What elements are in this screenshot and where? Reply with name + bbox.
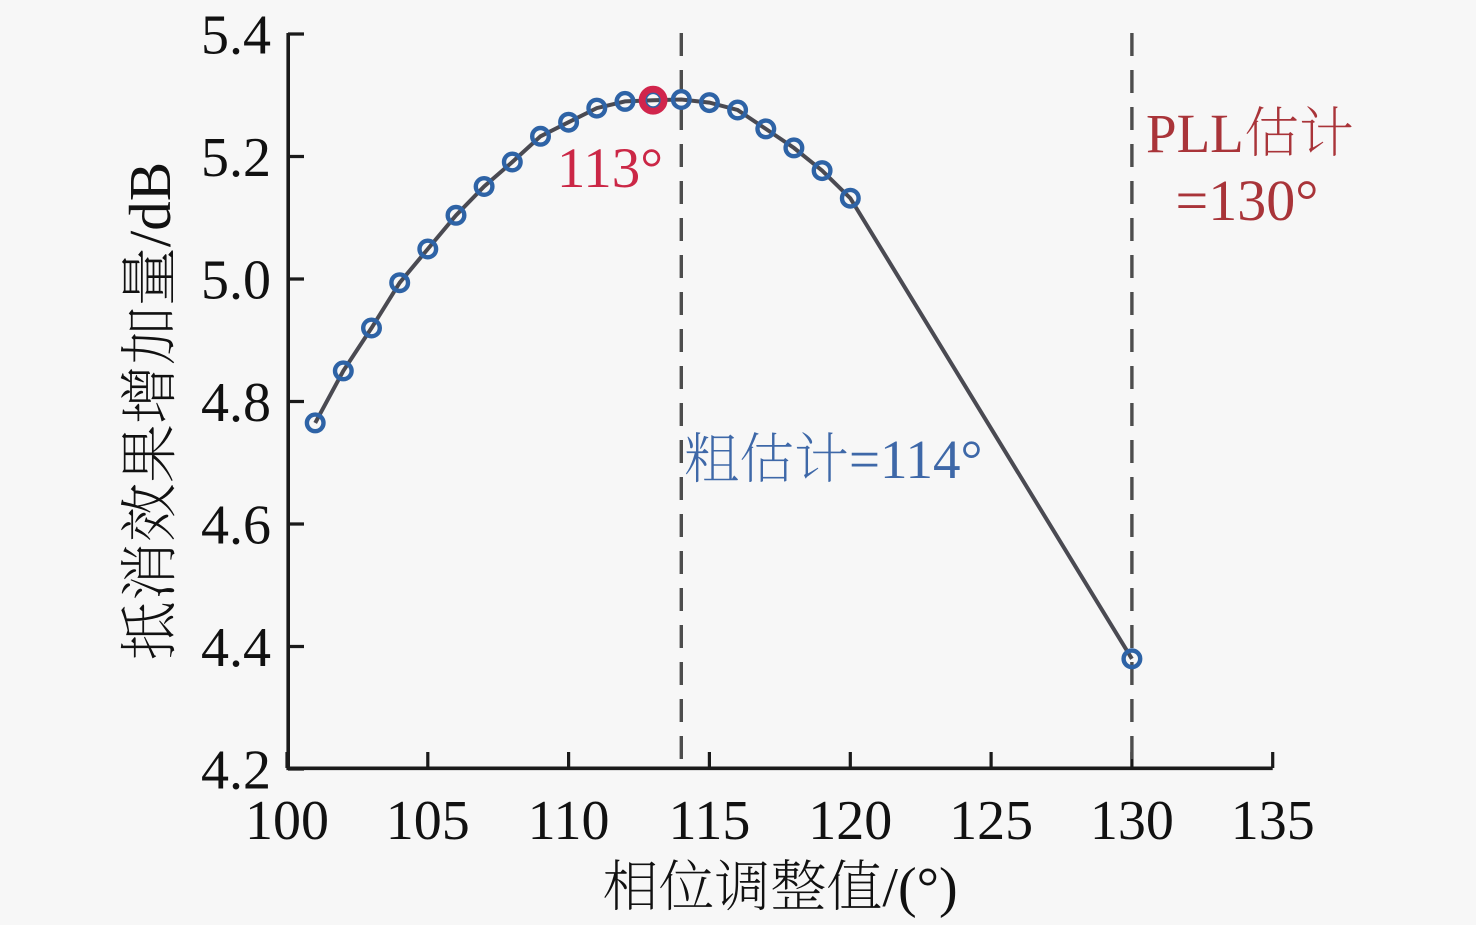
svg-text:130: 130 bbox=[1090, 790, 1174, 852]
svg-text:4.6: 4.6 bbox=[201, 495, 271, 557]
svg-text:105: 105 bbox=[386, 790, 470, 852]
svg-text:/dB: /dB bbox=[117, 162, 183, 247]
svg-text:=130°: =130° bbox=[1176, 168, 1319, 233]
svg-text:PLL: PLL bbox=[1146, 103, 1244, 164]
svg-text:5.4: 5.4 bbox=[201, 5, 271, 67]
svg-text:113°: 113° bbox=[557, 137, 663, 200]
svg-text:125: 125 bbox=[949, 790, 1033, 852]
svg-text:120: 120 bbox=[808, 790, 892, 852]
svg-text:100: 100 bbox=[245, 790, 329, 852]
svg-text:115: 115 bbox=[668, 790, 750, 852]
svg-text:110: 110 bbox=[528, 790, 610, 852]
svg-text:135: 135 bbox=[1231, 790, 1315, 852]
svg-text:/(°): /(°) bbox=[882, 857, 957, 919]
svg-text:4.2: 4.2 bbox=[201, 740, 271, 802]
svg-text:5.0: 5.0 bbox=[201, 250, 271, 312]
svg-text:4.4: 4.4 bbox=[201, 617, 271, 679]
svg-text:4.8: 4.8 bbox=[201, 372, 271, 434]
svg-text:5.2: 5.2 bbox=[201, 127, 271, 189]
svg-text:=114°: =114° bbox=[849, 429, 982, 490]
